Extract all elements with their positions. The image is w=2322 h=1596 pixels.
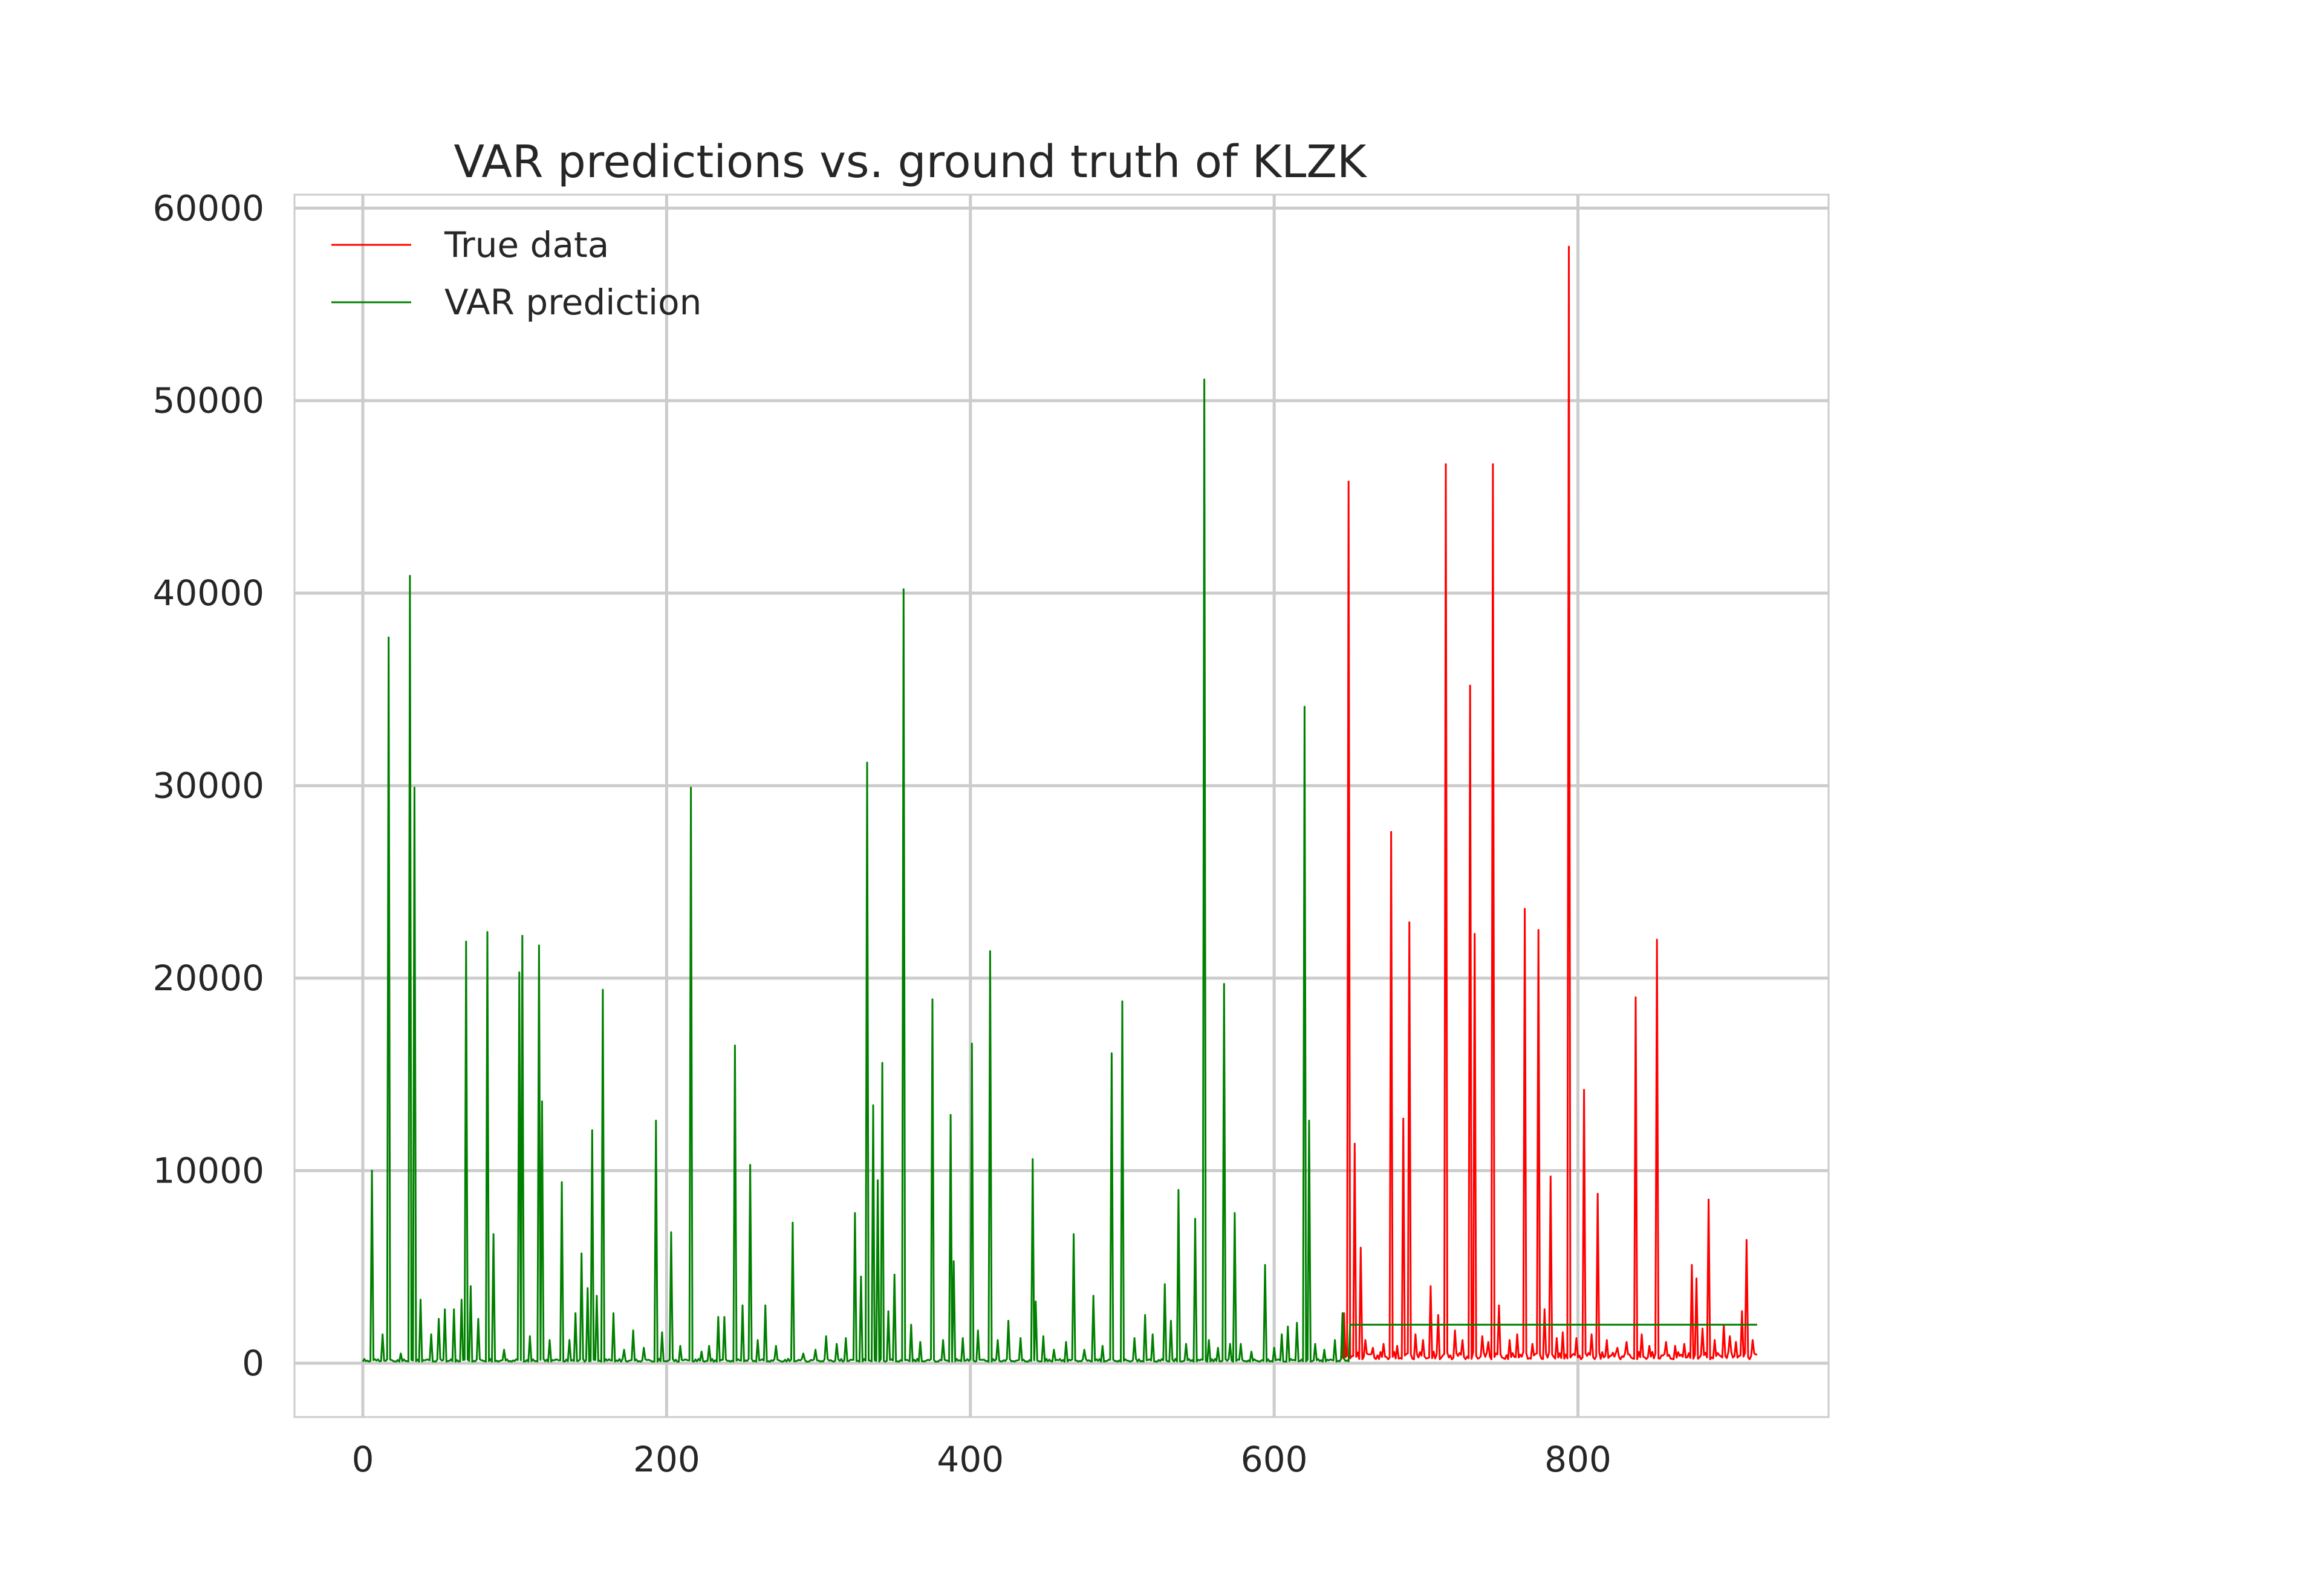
y-tick-label: 0	[242, 1343, 264, 1384]
series-line-true-data	[1341, 245, 1758, 1360]
legend: True data VAR prediction	[331, 224, 701, 323]
y-tick-label: 20000	[152, 958, 264, 999]
y-tick-label: 10000	[152, 1150, 264, 1191]
legend-true-data-label: True data	[444, 224, 609, 265]
y-tick-label: 30000	[152, 765, 264, 806]
chart-title: VAR predictions vs. ground truth of KLZK	[454, 136, 1368, 188]
x-tick-label: 800	[1544, 1439, 1611, 1480]
y-tick-label: 50000	[152, 380, 264, 421]
y-tick-label: 40000	[152, 573, 264, 614]
y-tick-label: 60000	[152, 187, 264, 229]
x-tick-label: 0	[352, 1439, 374, 1480]
x-axis-ticks: 0 200 400 600 800	[352, 1439, 1611, 1480]
y-axis-ticks: 0 10000 20000 30000 40000 50000 60000	[152, 187, 264, 1384]
grid-lines	[294, 195, 1829, 1417]
x-tick-label: 600	[1241, 1439, 1308, 1480]
legend-var-prediction-label: VAR prediction	[444, 282, 701, 323]
series-line-var-prediction	[362, 378, 1757, 1363]
x-tick-label: 400	[937, 1439, 1004, 1480]
x-tick-label: 200	[633, 1439, 700, 1480]
plot-frame	[293, 193, 1830, 1418]
series-lines	[362, 245, 1758, 1363]
